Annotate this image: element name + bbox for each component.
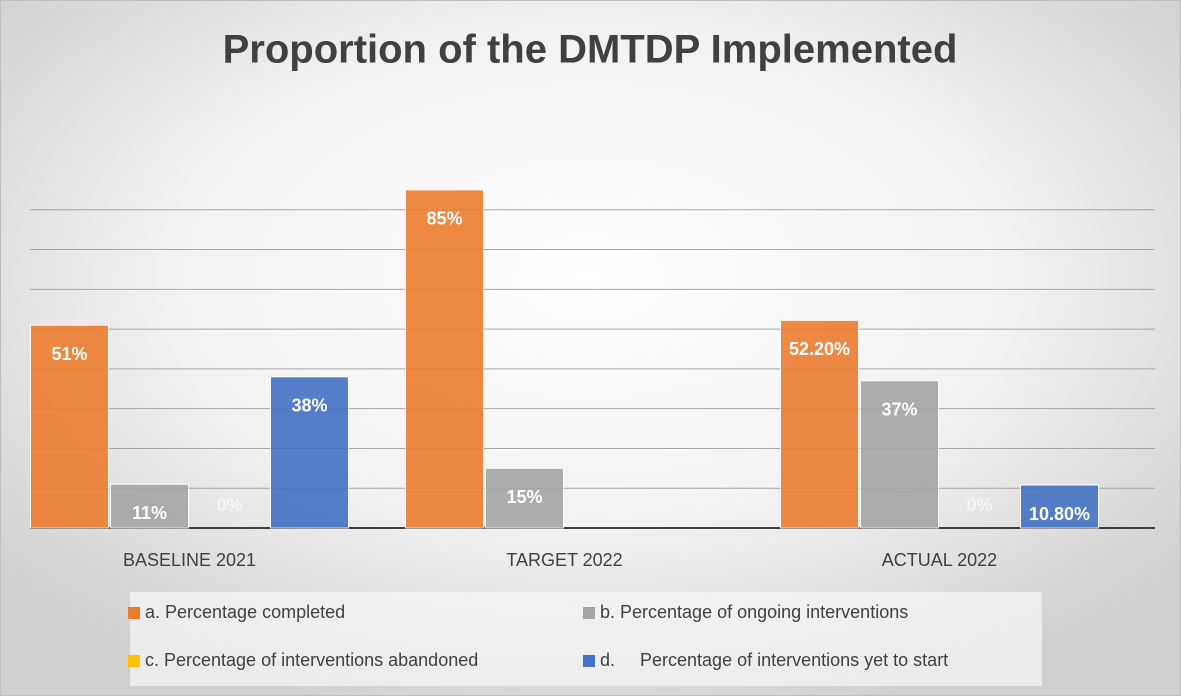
- bars: [30, 189, 1099, 529]
- bar: [270, 376, 349, 529]
- data-label: 11%: [132, 503, 167, 523]
- data-label: 0%: [966, 495, 992, 515]
- data-label: 52.20%: [789, 339, 850, 359]
- labels: BASELINE 2021 51% 11% 0% 38% TARGET 2022 85% 15…: [51, 209, 1090, 570]
- legend-swatch: [583, 607, 595, 619]
- bar: [405, 189, 484, 529]
- bar: [780, 319, 859, 529]
- legend-swatch: [583, 655, 595, 667]
- x-tick-label: TARGET 2022: [506, 550, 622, 570]
- legend: a. Percentage completed b. Percentage of …: [128, 602, 948, 670]
- data-label: 38%: [291, 396, 327, 416]
- grid: [30, 209, 1155, 529]
- x-tick-label: BASELINE 2021: [123, 550, 256, 570]
- legend-label: c. Percentage of interventions abandoned: [145, 650, 478, 670]
- bar: [30, 324, 109, 529]
- legend-swatch: [128, 607, 140, 619]
- legend-swatch: [128, 655, 140, 667]
- chart-title: Proportion of the DMTDP Implemented: [223, 28, 958, 72]
- bar: [1020, 484, 1099, 529]
- data-label: 51%: [51, 344, 87, 364]
- data-label: 0%: [216, 495, 242, 515]
- bar: [110, 483, 189, 529]
- x-tick-label: ACTUAL 2022: [882, 550, 997, 570]
- data-label: 85%: [426, 209, 462, 229]
- data-label: 15%: [506, 487, 542, 507]
- legend-label: a. Percentage completed: [145, 602, 345, 622]
- data-label: 37%: [881, 400, 917, 420]
- legend-label: b. Percentage of ongoing interventions: [600, 602, 908, 622]
- bar: [485, 467, 564, 529]
- data-label: 10.80%: [1029, 504, 1090, 524]
- legend-label: d. Percentage of interventions yet to st…: [600, 650, 948, 670]
- bar: [860, 380, 939, 529]
